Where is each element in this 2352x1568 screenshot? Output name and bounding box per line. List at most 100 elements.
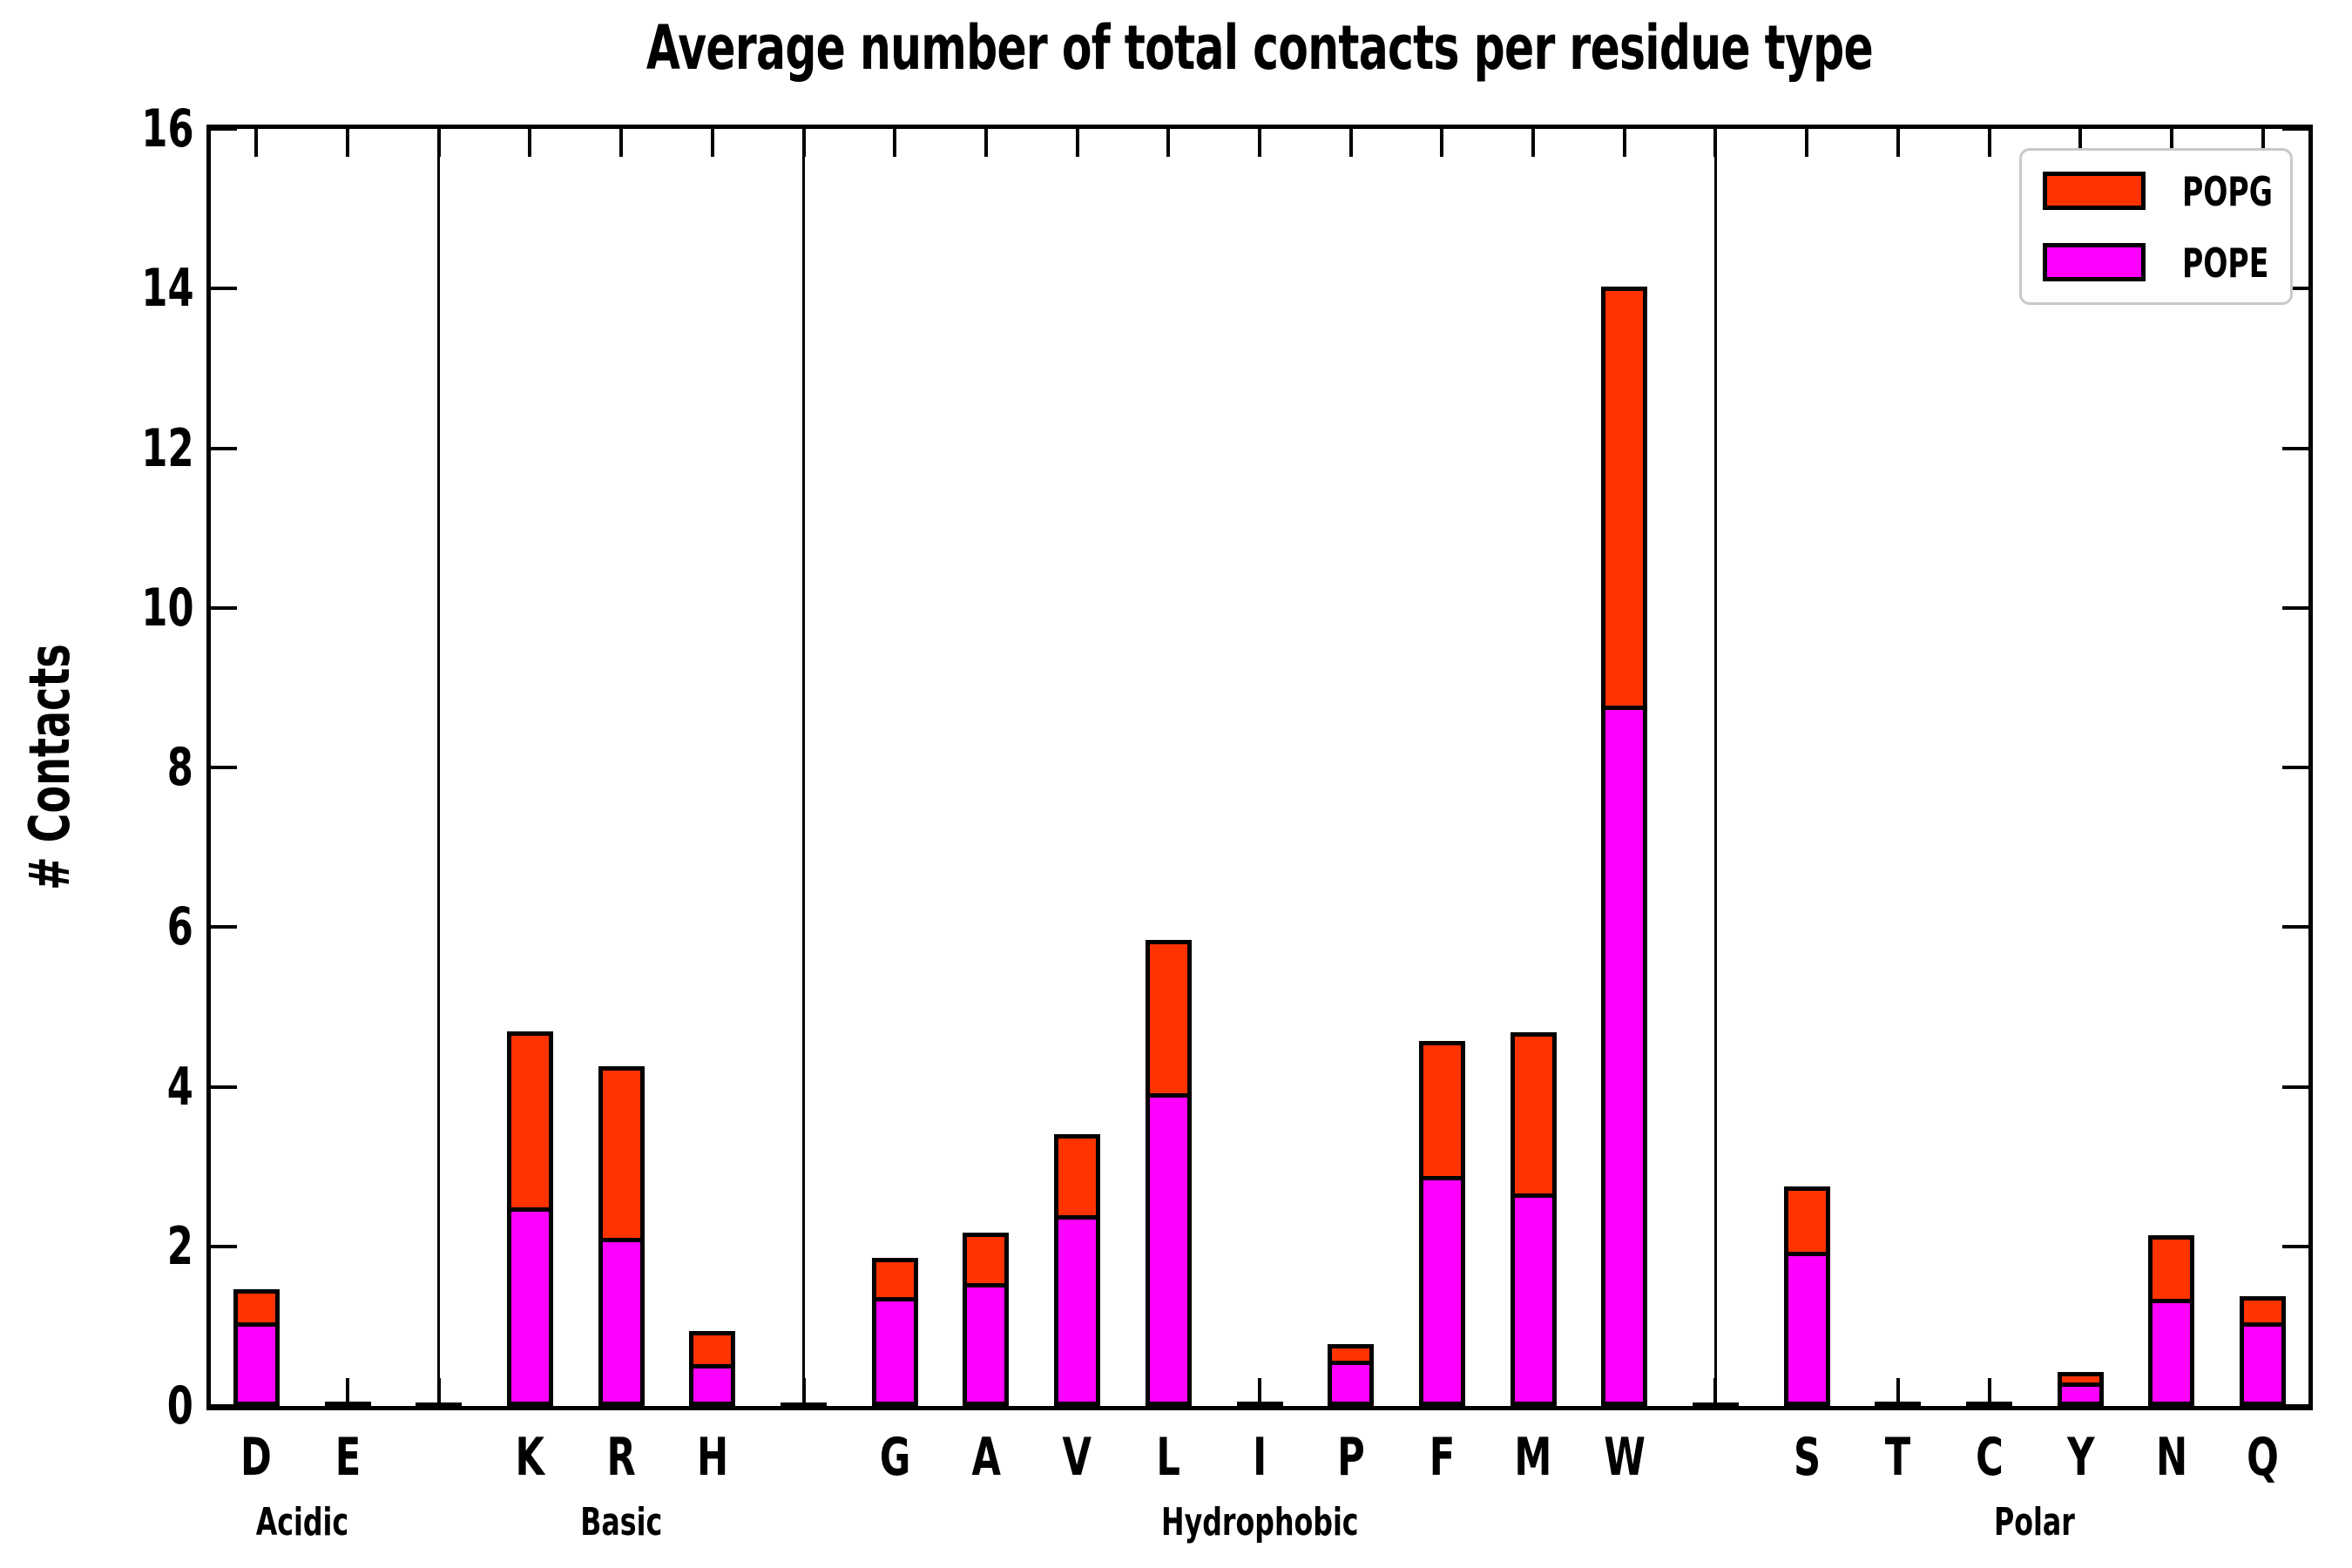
y-tick-label-text: 6 xyxy=(166,896,193,958)
bar-M-popg xyxy=(1514,1037,1552,1198)
bar-L xyxy=(1145,940,1192,1406)
bar-R-popg xyxy=(602,1071,640,1242)
x-tick-label-F: F xyxy=(1372,1427,1511,1488)
y-tick-label-text: 2 xyxy=(166,1215,193,1277)
bar-H-popg xyxy=(693,1335,732,1369)
bar-S-pope xyxy=(1788,1256,1826,1402)
x-tick-label-text: N xyxy=(2155,1427,2188,1488)
y-tick-left xyxy=(211,605,237,610)
x-tick-label-I: I xyxy=(1190,1427,1329,1488)
x-tick-bottom xyxy=(1987,1378,1991,1406)
x-tick-label-text: H xyxy=(696,1427,728,1488)
bar-W xyxy=(1601,287,1648,1406)
chart-title: Average number of total contacts per res… xyxy=(206,12,2313,84)
bar-W-pope xyxy=(1605,710,1644,1402)
bar-P-pope xyxy=(1332,1365,1370,1402)
y-tick-label-text: 8 xyxy=(166,737,193,798)
bar-Q xyxy=(2240,1296,2287,1406)
x-tick-top xyxy=(1622,129,1626,157)
y-tick-label-text: 14 xyxy=(140,258,193,320)
x-tick-label-K: K xyxy=(460,1427,599,1488)
y-tick-left xyxy=(211,287,237,291)
x-tick-label-V: V xyxy=(1008,1427,1147,1488)
bar-N-popg xyxy=(2153,1240,2191,1303)
y-tick-label-text: 12 xyxy=(140,417,193,479)
x-tick-top xyxy=(710,129,714,157)
x-tick-top xyxy=(1440,129,1444,157)
x-tick-label-text: V xyxy=(1062,1427,1092,1488)
x-tick-label-text: Q xyxy=(2247,1427,2279,1488)
x-tick-label-text: C xyxy=(1975,1427,2004,1488)
y-tick-label-text: 4 xyxy=(166,1056,193,1118)
y-tick-label: 0 xyxy=(0,1378,193,1434)
y-tick-label: 10 xyxy=(0,580,193,636)
bar-C xyxy=(1966,1402,2013,1406)
y-tick-left xyxy=(211,446,237,450)
bar-L-popg xyxy=(1149,944,1187,1098)
y-tick-label-text: 10 xyxy=(140,577,193,639)
x-tick-label-G: G xyxy=(825,1427,964,1488)
group-separator xyxy=(437,129,441,1406)
bar-M-pope xyxy=(1514,1198,1552,1402)
x-tick-label-H: H xyxy=(643,1427,782,1488)
x-tick-label-text: W xyxy=(1603,1427,1646,1488)
group-label-polar: Polar xyxy=(1861,1500,2209,1544)
legend-label-pope: POPE xyxy=(2182,240,2269,287)
bar-V-popg xyxy=(1058,1139,1097,1220)
zero-bar-mark xyxy=(416,1402,463,1406)
bar-Q-pope xyxy=(2244,1327,2282,1402)
x-tick-label-text: M xyxy=(1514,1427,1552,1488)
y-tick-right xyxy=(2282,605,2308,610)
x-tick-label-R: R xyxy=(551,1427,691,1488)
bar-P-popg xyxy=(1332,1348,1370,1365)
x-tick-top xyxy=(1075,129,1079,157)
bar-H xyxy=(689,1331,736,1406)
y-tick-left xyxy=(211,925,237,929)
x-tick-top xyxy=(1805,129,1809,157)
x-tick-label-text: E xyxy=(335,1427,361,1488)
y-tick-label: 12 xyxy=(0,421,193,476)
y-tick-label: 14 xyxy=(0,260,193,316)
x-tick-top xyxy=(893,129,897,157)
y-tick-right xyxy=(2282,446,2308,450)
x-tick-label-E: E xyxy=(278,1427,417,1488)
x-tick-top xyxy=(2169,129,2173,157)
x-tick-top xyxy=(2078,129,2083,157)
x-tick-bottom xyxy=(1896,1378,1900,1406)
x-tick-top xyxy=(254,129,259,157)
x-tick-label-text: R xyxy=(606,1427,636,1488)
bar-F xyxy=(1418,1041,1465,1406)
bar-G-pope xyxy=(875,1301,914,1402)
x-tick-label-text: F xyxy=(1429,1427,1456,1488)
y-tick-right xyxy=(2282,925,2308,929)
y-tick-right xyxy=(2282,1085,2308,1089)
bar-E xyxy=(324,1402,371,1406)
bar-P xyxy=(1328,1344,1375,1406)
x-tick-top xyxy=(1166,129,1171,157)
group-separator xyxy=(1713,129,1717,1406)
x-tick-top xyxy=(2261,129,2265,157)
legend-swatch-pope xyxy=(2043,243,2146,281)
y-tick-label: 6 xyxy=(0,899,193,955)
legend-swatch-popg xyxy=(2043,172,2146,210)
x-tick-top xyxy=(1531,129,1536,157)
bar-M xyxy=(1510,1032,1557,1406)
bar-A-pope xyxy=(967,1288,1005,1402)
group-label-text: Acidic xyxy=(255,1500,348,1544)
bar-S-popg xyxy=(1788,1191,1826,1256)
bar-A xyxy=(963,1233,1010,1406)
bar-G-popg xyxy=(875,1262,914,1301)
zero-bar-mark xyxy=(781,1402,828,1406)
bar-R xyxy=(598,1066,645,1406)
bar-T xyxy=(1875,1402,1922,1406)
x-tick-label-text: D xyxy=(240,1427,273,1488)
y-tick-right xyxy=(2282,1244,2308,1248)
x-tick-top xyxy=(528,129,532,157)
y-tick-label: 2 xyxy=(0,1219,193,1274)
y-tick-right xyxy=(2282,127,2308,131)
bar-K-pope xyxy=(510,1212,549,1402)
bar-K xyxy=(506,1031,553,1406)
legend: POPG POPE xyxy=(2019,148,2293,305)
x-tick-top xyxy=(1987,129,1991,157)
